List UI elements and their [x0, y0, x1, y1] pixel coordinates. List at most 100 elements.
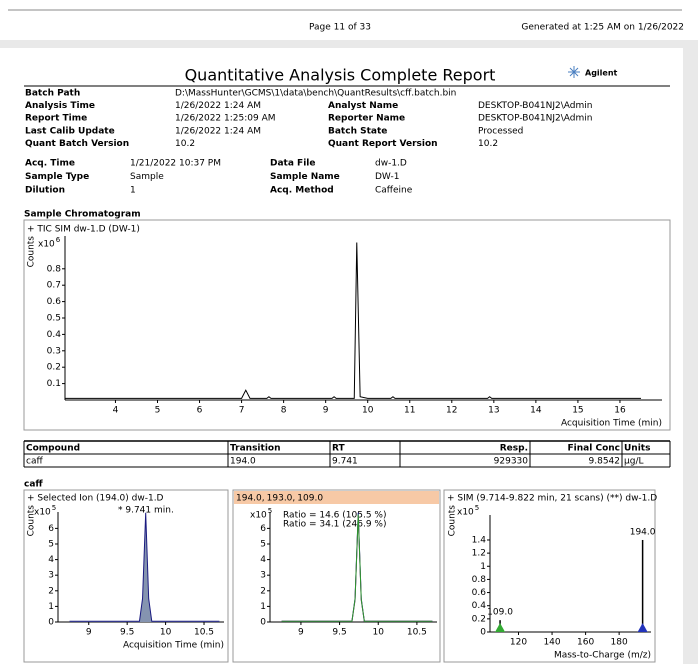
x-tick-label: 5 [155, 406, 161, 416]
y-tick-label: 0.8 [47, 264, 62, 274]
field-value: dw-1.D [375, 159, 407, 169]
y-multiplier: x10 [457, 508, 474, 518]
generated-time: Generated at 1:25 AM on 1/26/2022 [521, 23, 684, 33]
x-tick-label: 13 [488, 406, 499, 416]
y-tick-label: 5 [48, 539, 54, 549]
x-tick-label: 10 [160, 628, 172, 638]
table-cell: µg/L [624, 457, 644, 467]
y-tick-label: 0.2 [47, 363, 61, 373]
y-tick-label: 2 [48, 586, 54, 596]
field-label: Report Time [25, 114, 87, 124]
y-axis-label: Counts [27, 505, 37, 537]
y-tick-label: 0.6 [47, 297, 62, 307]
field-label: Quant Batch Version [25, 139, 129, 149]
y-tick-label: 0.1 [47, 379, 61, 389]
annotation: Ratio = 34.1 (246.9 %) [283, 520, 386, 530]
y-tick-label: 0 [48, 618, 54, 628]
table-cell: 194.0 [230, 457, 256, 467]
field-value: Caffeine [375, 186, 413, 196]
brand-name: Agilent [585, 69, 618, 78]
field-value: 10.2 [478, 139, 498, 149]
y-tick-label: 1.4 [472, 535, 487, 545]
x-tick-label: 10.5 [407, 628, 427, 638]
y-tick-label: 0.3 [47, 346, 61, 356]
peak-label: 109.0 [487, 608, 513, 618]
trace-line [65, 242, 641, 399]
ion-marker [637, 623, 648, 632]
field-label: Data File [270, 159, 315, 169]
trace-label: + TIC SIM dw-1.D (DW-1) [27, 225, 140, 235]
y-tick-label: 0 [480, 628, 486, 638]
legend-entry: 194.0 [236, 494, 262, 504]
compound-name: caff [24, 480, 43, 490]
y-axis-label: Counts [448, 505, 458, 537]
y-exponent: 5 [52, 504, 56, 512]
legend-separator: , [292, 494, 295, 504]
legend-entry: 109.0 [297, 494, 323, 504]
field-label: Acq. Method [270, 186, 334, 196]
y-multiplier: x10 [250, 511, 267, 521]
legend-separator: , [262, 494, 265, 504]
x-axis-label: Acquisition Time (min) [561, 419, 662, 429]
x-tick-label: 9 [323, 406, 329, 416]
y-axis-label: Counts [27, 236, 37, 268]
field-value: DW-1 [375, 172, 399, 182]
page-number: Page 11 of 33 [309, 23, 371, 33]
section-title: Sample Chromatogram [24, 210, 141, 220]
field-value: 1/26/2022 1:24 AM [175, 101, 261, 111]
x-tick-label: 7 [239, 406, 245, 416]
x-tick-label: 9.5 [120, 628, 134, 638]
field-value: 1/26/2022 1:24 AM [175, 126, 261, 136]
x-tick-label: 160 [577, 638, 594, 648]
table-header: Transition [230, 444, 281, 454]
panel-frame [232, 489, 441, 663]
annotation: * 9.741 min. [118, 506, 174, 516]
panel-frame [443, 489, 656, 663]
trace-line [281, 514, 433, 622]
x-axis-label: Mass-to-Charge (m/z) [554, 651, 651, 661]
field-label: Analyst Name [328, 101, 398, 111]
chart-frame [23, 219, 671, 431]
peak-label: 194.0 [630, 527, 656, 537]
field-value: 1 [130, 186, 136, 196]
x-tick-label: 12 [446, 406, 457, 416]
y-tick-label: 0.2 [472, 614, 486, 624]
field-label: Batch Path [25, 89, 80, 99]
x-tick-label: 9 [298, 628, 304, 638]
x-tick-label: 14 [530, 406, 542, 416]
ion-marker [495, 623, 506, 632]
x-tick-label: 9 [86, 628, 92, 638]
field-value: Processed [478, 126, 523, 136]
table-header: Compound [26, 444, 80, 454]
field-value: Sample [130, 172, 164, 182]
y-tick-label: 0.6 [472, 588, 487, 598]
x-tick-label: 11 [404, 406, 415, 416]
field-label: Acq. Time [25, 159, 75, 169]
y-tick-label: 2 [260, 586, 266, 596]
x-tick-label: 140 [543, 638, 560, 648]
field-label: Sample Name [270, 172, 340, 182]
legend-entry: 193.0 [267, 494, 293, 504]
y-multiplier: x10 [34, 508, 51, 518]
y-exponent: 5 [268, 507, 272, 515]
field-label: Reporter Name [328, 114, 405, 124]
table-header: Resp. [500, 444, 528, 454]
y-tick-label: 0 [260, 618, 266, 628]
peak-area [69, 512, 220, 622]
table-cell: 929330 [494, 457, 529, 467]
y-tick-label: 6 [48, 524, 54, 534]
y-tick-label: 1.2 [472, 549, 486, 559]
panel-frame [23, 489, 229, 663]
x-tick-label: 16 [614, 406, 626, 416]
field-label: Analysis Time [25, 101, 95, 111]
x-tick-label: 10.5 [194, 628, 214, 638]
table-header: Final Conc [568, 444, 620, 454]
x-tick-label: 4 [113, 406, 119, 416]
field-label: Sample Type [25, 172, 89, 182]
trace-line [69, 512, 220, 622]
y-tick-label: 3 [260, 571, 266, 581]
panel-header [234, 491, 439, 504]
field-label: Dilution [25, 186, 65, 196]
trace-label: + SIM (9.714-9.822 min, 21 scans) (**) d… [447, 494, 657, 504]
